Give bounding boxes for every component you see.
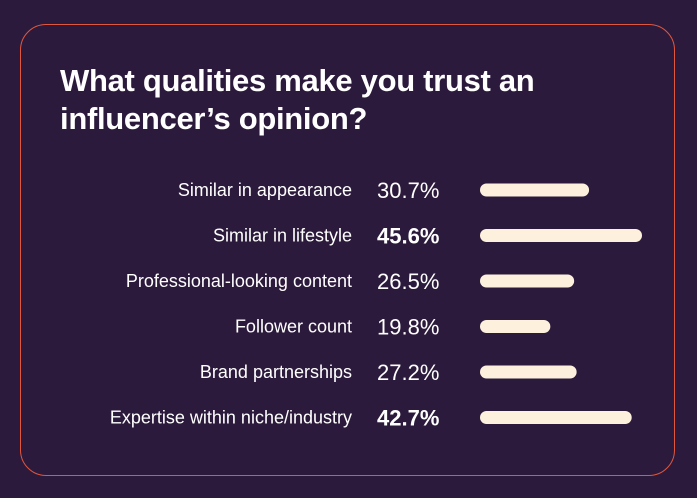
value-label: 42.7% [377, 406, 439, 431]
category-label: Similar in appearance [178, 180, 352, 200]
bar [480, 229, 642, 242]
value-label: 27.2% [377, 360, 439, 385]
category-label: Brand partnerships [200, 362, 352, 382]
value-label: 30.7% [377, 178, 439, 203]
bar [480, 320, 551, 333]
value-label: 45.6% [377, 224, 439, 249]
bar [480, 411, 632, 424]
category-label: Professional-looking content [126, 271, 352, 291]
chart-title: What qualities make you trust an influen… [60, 63, 535, 136]
bar [480, 183, 590, 197]
chart-card [20, 24, 675, 476]
value-label: 26.5% [377, 269, 439, 294]
category-label: Similar in lifestyle [213, 226, 352, 246]
bar [480, 365, 577, 379]
bar [480, 274, 575, 288]
category-label: Expertise within niche/industry [110, 408, 352, 428]
value-label: 19.8% [377, 315, 439, 340]
category-label: Follower count [235, 317, 352, 337]
